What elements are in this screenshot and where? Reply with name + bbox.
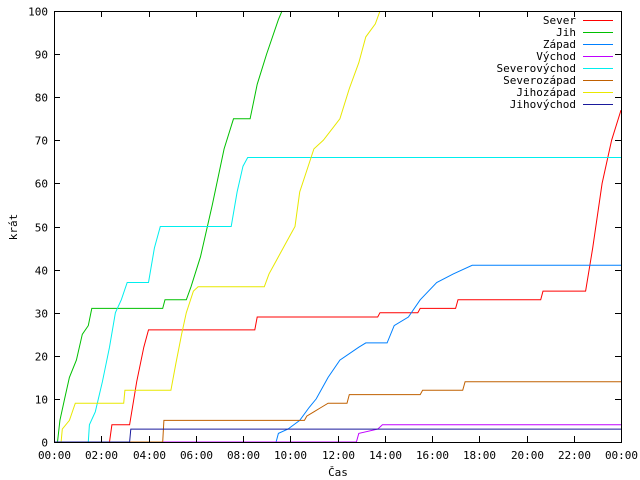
x-tick-label: 12:00 bbox=[322, 449, 355, 462]
ticks-layer: 00:00 02:00 04:00 06:00 08:00 10:00 12:00 14:00… bbox=[28, 6, 638, 463]
y-tick-label: 80 bbox=[35, 92, 48, 105]
x-tick-label: 08:00 bbox=[227, 449, 260, 462]
x-tick-label: 22:00 bbox=[558, 449, 591, 462]
y-axis-label: krát bbox=[7, 214, 20, 241]
legend-label: Východ bbox=[536, 50, 576, 63]
x-tick-label: 10:00 bbox=[274, 449, 307, 462]
y-tick-label: 10 bbox=[35, 394, 48, 407]
y-tick-label: 90 bbox=[35, 49, 48, 62]
series-line bbox=[54, 109, 622, 443]
y-tick-label: 0 bbox=[41, 437, 48, 450]
y-tick-label: 60 bbox=[35, 178, 48, 191]
x-tick-label: 04:00 bbox=[133, 449, 166, 462]
y-tick-label: 100 bbox=[28, 6, 48, 19]
x-tick-label: 00:00 bbox=[38, 449, 71, 462]
y-tick-label: 40 bbox=[35, 265, 48, 278]
legend-label: Jih bbox=[556, 26, 576, 39]
legend-label: Jihovýchod bbox=[510, 98, 576, 111]
x-tick-label: 20:00 bbox=[511, 449, 544, 462]
legend-label: Jihozápad bbox=[516, 86, 576, 99]
x-tick-label: 00:00 bbox=[605, 449, 638, 462]
y-tick-label: 50 bbox=[35, 222, 48, 235]
y-tick-label: 30 bbox=[35, 308, 48, 321]
series-line bbox=[54, 10, 283, 443]
legend-label: Sever bbox=[543, 14, 576, 27]
legend-label: Severozápad bbox=[503, 74, 576, 87]
series-line bbox=[54, 10, 381, 443]
legend: SeverJihZápadVýchodSeverovýchodSeverozáp… bbox=[497, 14, 613, 111]
x-axis-label: Čas bbox=[328, 466, 348, 479]
series-line bbox=[54, 157, 621, 443]
y-tick-label: 20 bbox=[35, 351, 48, 364]
legend-label: Severovýchod bbox=[497, 62, 576, 75]
y-tick-label: 70 bbox=[35, 135, 48, 148]
x-tick-label: 18:00 bbox=[463, 449, 496, 462]
x-tick-label: 14:00 bbox=[369, 449, 402, 462]
x-tick-label: 06:00 bbox=[180, 449, 213, 462]
legend-label: Západ bbox=[543, 38, 576, 51]
x-tick-label: 16:00 bbox=[416, 449, 449, 462]
x-tick-label: 02:00 bbox=[85, 449, 118, 462]
series-line bbox=[54, 381, 621, 443]
